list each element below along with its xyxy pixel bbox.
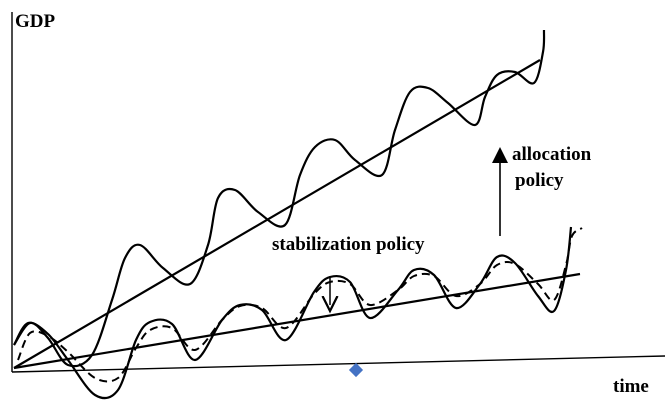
low-oscillation-curve-solid (13, 226, 573, 400)
allocation-policy-label-line2: policy (515, 170, 564, 191)
x-axis (11, 355, 666, 373)
x-axis-label: time (613, 376, 649, 397)
high-trend-line (13, 59, 541, 369)
low-trend-line (13, 272, 581, 370)
diamond-marker (348, 362, 364, 378)
stabilization-policy-label: stabilization policy (272, 234, 425, 255)
high-oscillation-curve (13, 29, 546, 368)
low-oscillation-curve-dashed (17, 227, 583, 383)
allocation-policy-label-line1: allocation (512, 144, 592, 165)
y-axis-label: GDP (15, 11, 56, 32)
